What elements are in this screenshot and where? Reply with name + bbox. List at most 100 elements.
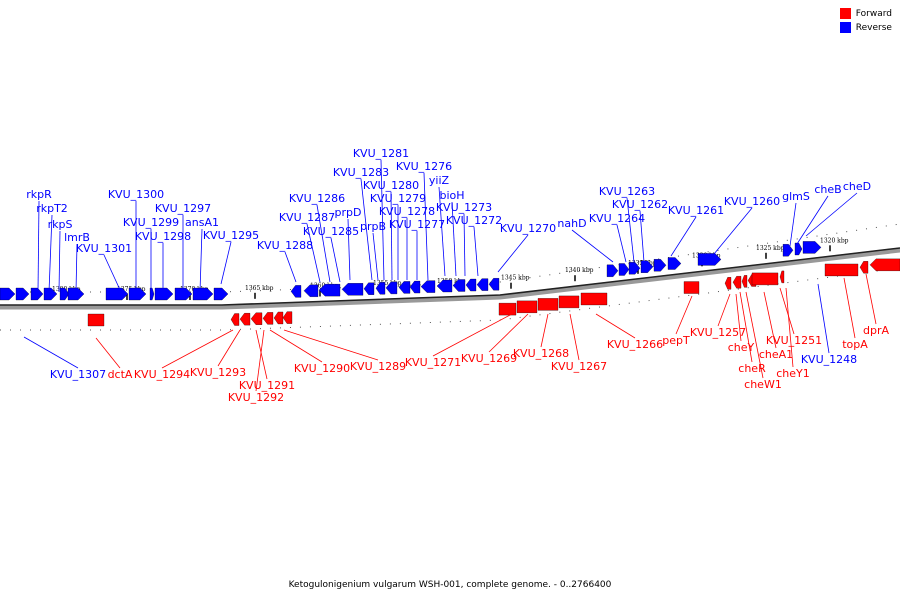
reverse-gene-label: rkpS	[48, 218, 73, 231]
reverse-gene-arrow	[452, 279, 466, 292]
genome-backbone-shadow	[0, 247, 900, 310]
reverse-leader-line	[473, 226, 479, 277]
forward-gene-arrow	[230, 313, 240, 326]
scale-tick-label: 1365 kbp	[245, 285, 274, 292]
reverse-leader-line	[199, 228, 203, 293]
forward-gene-arrow	[779, 270, 785, 284]
reverse-gene-arrow	[318, 283, 341, 297]
forward-gene-arrow	[751, 272, 779, 286]
reverse-gene-arrow	[303, 284, 319, 297]
reverse-gene-arrow	[15, 287, 30, 301]
reverse-gene-label: prpB	[360, 220, 386, 233]
forward-gene-label: KVU_1257	[690, 326, 746, 339]
forward-leader-line	[540, 313, 549, 348]
reverse-leader-line	[497, 234, 529, 273]
forward-leader-line	[735, 293, 742, 342]
reverse-leader-line	[463, 213, 466, 277]
forward-gene-arrow	[273, 311, 284, 325]
forward-leader-line	[255, 329, 268, 380]
reverse-gene-label: prpD	[335, 206, 362, 219]
reverse-leader-line	[58, 230, 61, 293]
reverse-gene-arrow	[128, 287, 147, 301]
reverse-leader-line	[390, 191, 393, 281]
reverse-gene-label: KVU_1279	[370, 192, 426, 205]
forward-gene-label: KVU_1269	[461, 352, 517, 365]
reverse-leader-line	[670, 216, 697, 257]
forward-gene-arrow	[824, 263, 859, 277]
reverse-gene-label: KVU_1273	[436, 201, 492, 214]
forward-gene-label: KVU_1251	[766, 334, 822, 347]
forward-leader-line	[217, 329, 241, 367]
reverse-leader-line	[316, 204, 331, 283]
reverse-gene-arrow	[794, 242, 803, 256]
reverse-leader-line	[48, 214, 53, 293]
forward-gene-arrow	[498, 302, 517, 316]
forward-gene-label: dprA	[863, 324, 889, 337]
forward-gene-arrow	[580, 292, 608, 306]
forward-gene-label: KVU_1271	[405, 356, 461, 369]
reverse-gene-label: rkpR	[26, 188, 52, 201]
reverse-gene-label: KVU_1300	[108, 188, 164, 201]
reverse-gene-label: KVU_1298	[135, 230, 191, 243]
reverse-gene-arrow	[192, 287, 214, 301]
forward-gene-label: cheY1	[776, 367, 810, 380]
reverse-leader-line	[23, 336, 79, 369]
reverse-leader-line	[372, 232, 379, 281]
forward-leader-line	[675, 295, 693, 335]
forward-gene-label: cheW1	[744, 378, 782, 391]
reverse-gene-label: yiiZ	[429, 174, 450, 187]
reverse-gene-label: KVU_1263	[599, 185, 655, 198]
forward-gene-label: cheY	[728, 341, 755, 354]
forward-leader-line	[488, 313, 529, 353]
reverse-leader-line	[796, 195, 829, 245]
scale-tick-label: 1345 kbp	[501, 275, 530, 282]
legend: Forward Reverse	[839, 8, 892, 36]
forward-gene-arrow	[741, 275, 748, 288]
forward-genes	[87, 258, 900, 327]
reverse-leader-line	[220, 241, 232, 285]
forward-gene-arrow	[282, 311, 293, 324]
forward-leader-line	[785, 287, 794, 368]
forward-gene-arrow	[262, 312, 274, 325]
reverse-leader-line	[75, 243, 78, 293]
forward-gene-arrow	[683, 281, 700, 294]
scale-tick-label: 1380 kbp	[52, 286, 81, 293]
reverse-leader-line	[789, 202, 797, 247]
reverse-gene-label: KVU_1287	[279, 211, 335, 224]
forward-gene-label: cheR	[738, 362, 766, 375]
reverse-gene-arrow	[174, 287, 193, 301]
reverse-genes	[0, 241, 822, 301]
reverse-gene-label: glmS	[782, 190, 810, 203]
reverse-leader-line	[805, 192, 858, 237]
legend-label-forward: Forward	[855, 8, 892, 19]
reverse-gene-label: KVU_1280	[363, 179, 419, 192]
forward-gene-label: KVU_1289	[350, 360, 406, 373]
reverse-gene-label: KVU_1248	[801, 353, 857, 366]
reverse-leader-line	[330, 237, 341, 283]
forward-leader-line	[739, 291, 753, 363]
scale-tick-label: 1325 kbp	[756, 245, 785, 252]
reverse-gene-label: KVU_1307	[50, 368, 106, 381]
scale-tick-label: 1340 kbp	[565, 267, 594, 274]
reverse-gene-label: KVU_1262	[612, 198, 668, 211]
scale-tick-label: 1320 kbp	[820, 237, 849, 244]
forward-gene-label: KVU_1267	[551, 360, 607, 373]
forward-gene-arrow	[732, 276, 742, 289]
reverse-leader-line	[451, 201, 457, 277]
reverse-gene-label: KVU_1301	[76, 242, 132, 255]
forward-leader-line	[283, 329, 379, 361]
reverse-gene-label: rkpT2	[36, 202, 68, 215]
reverse-gene-arrow	[385, 281, 398, 295]
reverse-gene-label: lmrB	[64, 231, 90, 244]
forward-leader-line	[161, 329, 234, 369]
reverse-leader-line	[626, 197, 635, 263]
reverse-gene-arrow	[154, 287, 174, 301]
reverse-gene-label: ansA1	[185, 216, 219, 229]
reverse-gene-arrow	[667, 257, 682, 270]
forward-leader-line	[779, 287, 795, 335]
legend-item-forward: Forward	[839, 8, 892, 19]
reverse-gene-arrow	[43, 287, 58, 301]
reverse-gene-arrow	[290, 285, 302, 298]
reverse-gene-label: KVU_1277	[389, 218, 445, 231]
